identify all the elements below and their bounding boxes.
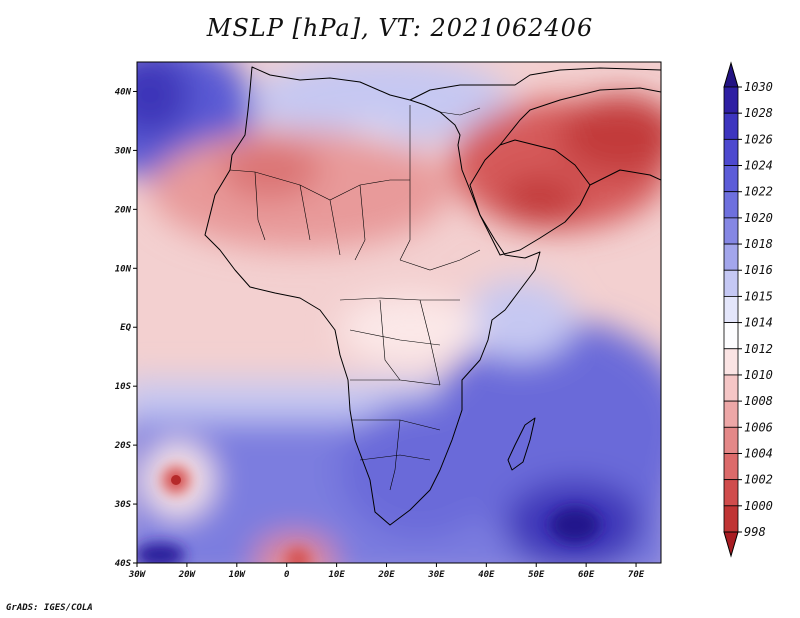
colorbar-segment [723,505,739,533]
colorbar-label: 1000 [744,499,773,513]
pressure-field [137,62,661,563]
y-tick-label: 10N [115,264,132,274]
x-tick-label: 20E [377,570,395,580]
y-tick-label: 40S [115,559,132,569]
colorbar-segment [723,112,739,140]
colorbar-label: 1026 [744,132,773,146]
colorbar-segment [723,426,739,454]
colorbar-label: 1020 [744,211,773,225]
colorbar-label: 1015 [744,289,773,303]
map-title: MSLP [hPa], VT: 2021062406 [206,14,594,42]
x-tick-label: 30E [427,570,445,580]
country-borders [229,105,481,491]
colorbar-segment [723,479,739,507]
y-tick-label: 30S [114,500,132,510]
colorbar-bottom-arrow [723,531,739,558]
y-tick-label: 40N [115,87,132,97]
y-tick-label: 20S [114,441,132,451]
plot-frame [136,61,662,564]
x-tick-label: 0 [284,570,290,580]
colorbar-label: 1014 [744,316,773,330]
coastlines [204,66,661,526]
footer-credit: GrADS: IGES/COLA [6,603,93,613]
x-tick-label: 30W [128,570,147,580]
colorbar-label: 1022 [744,185,773,199]
colorbar-label: 1002 [744,473,773,487]
x-tick-label: 40E [478,570,495,580]
colorbar-segment [723,269,739,297]
colorbar-segment [723,138,739,166]
colorbar-label: 1016 [744,263,773,277]
colorbar-segment [723,86,739,114]
x-tick-label: 10W [229,570,247,580]
x-tick-label: 60E [578,570,595,580]
colorbar-top-arrow [723,61,739,88]
x-tick-label: 70E [628,570,645,580]
colorbar-segment [723,322,739,350]
colorbar-segment [723,165,739,193]
y-tick-label: 10S [115,382,132,392]
x-tick-label: 50E [528,570,545,580]
y-tick-label: 30N [114,146,132,156]
colorbar-label: 1010 [744,368,773,382]
colorbar-segment [723,348,739,376]
colorbar: 1030 1028 1026 1024 1022 1020 1018 1016 1015 1014… [723,61,773,558]
colorbar-label: 1008 [744,394,773,408]
colorbar-segment [723,243,739,271]
colorbar-segment [723,453,739,481]
colorbar-segment [723,191,739,219]
colorbar-label: 1006 [744,420,773,434]
x-tick-label: 10E [328,570,345,580]
colorbar-label: 1024 [744,159,773,173]
colorbar-label: 1028 [744,106,773,120]
y-tick-label: 20N [114,205,132,215]
y-axis-ticks: 40N 30N 20N 10N EQ 10S 20S 30S 40S [114,87,137,569]
x-axis-ticks: 30W 20W 10W 0 10E 20E 30E 40E 50E 60E 70E [128,563,645,580]
colorbar-label: 1004 [744,446,773,460]
x-tick-label: 20W [178,570,197,580]
colorbar-label: 998 [744,525,766,539]
colorbar-label: 1030 [744,80,773,94]
colorbar-label: 1018 [744,237,773,251]
colorbar-segment [723,400,739,428]
y-tick-label: EQ [120,323,131,333]
colorbar-label: 1012 [744,342,773,356]
colorbar-segment [723,374,739,402]
colorbar-segment [723,217,739,245]
colorbar-segment [723,296,739,323]
